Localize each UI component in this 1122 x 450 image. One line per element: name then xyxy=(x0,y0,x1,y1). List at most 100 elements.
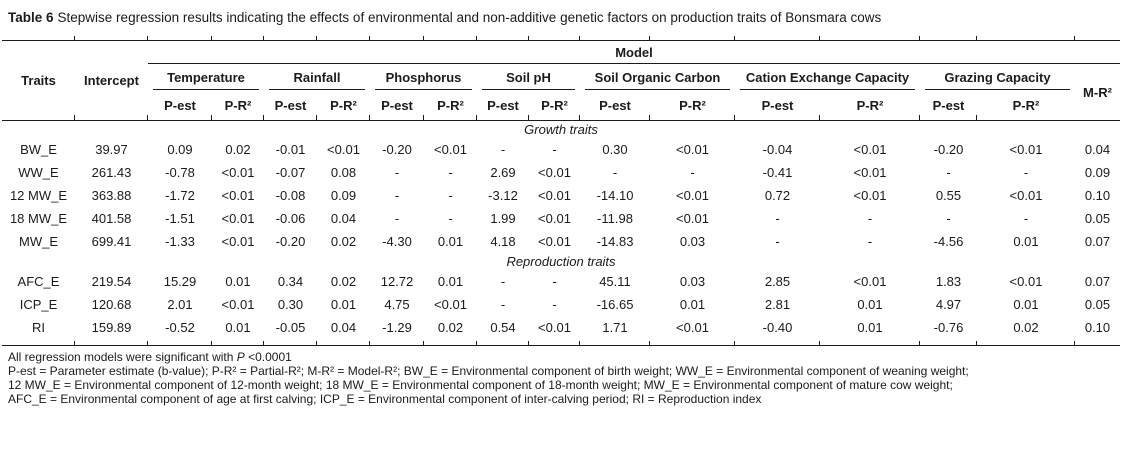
value-cell: -14.10 xyxy=(596,188,634,203)
value-cell: - xyxy=(946,165,951,180)
col-group-cation-exchange-capacity: Cation Exchange Capacity xyxy=(735,63,920,90)
value-cell: 0.01 xyxy=(225,274,251,289)
value-cell: <0.01 xyxy=(853,142,887,157)
value-cell: 0.02 xyxy=(330,274,357,289)
rule-tick xyxy=(920,36,977,41)
trait-cell: RI xyxy=(32,320,45,335)
value-cell: - xyxy=(552,274,557,289)
value-cell: - xyxy=(394,211,400,226)
intercept-cell: 261.43 xyxy=(91,165,132,180)
col-subheader-p-r2: P-R² xyxy=(529,90,580,121)
value-cell: 0.03 xyxy=(679,234,706,249)
rule-tick xyxy=(212,339,264,346)
value-cell: <0.01 xyxy=(221,297,255,312)
table-row: RI 159.89 -0.52 0.01 -0.05 0.04 -1.29 0.02 0.54 <… xyxy=(2,316,1120,339)
value-cell: <0.01 xyxy=(434,297,467,312)
value-cell: -0.20 xyxy=(275,234,306,249)
value-cell: 2.01 xyxy=(167,297,193,312)
intercept-cell: 120.68 xyxy=(91,297,132,312)
col-group-grazing-capacity: Grazing Capacity xyxy=(920,63,1075,90)
value-cell: - xyxy=(500,297,506,312)
section-label: Growth traits xyxy=(524,122,598,137)
value-cell: - xyxy=(448,188,453,203)
rule-tick xyxy=(735,339,820,346)
value-cell: <0.01 xyxy=(1009,142,1043,157)
rule-tick xyxy=(148,339,212,346)
value-cell: 0.30 xyxy=(277,297,304,312)
trait-cell: AFC_E xyxy=(17,274,60,289)
col-group-phosphorus: Phosphorus xyxy=(370,63,477,90)
value-cell: - xyxy=(394,188,400,203)
col-subheader-p-r2: P-R² xyxy=(317,90,370,121)
rule-tick xyxy=(370,339,424,346)
value-cell: 1.83 xyxy=(935,274,962,289)
table-footnotes: All regression models were significant w… xyxy=(8,350,1114,406)
value-cell: - xyxy=(500,274,506,289)
value-cell: 0.72 xyxy=(764,188,791,203)
col-header-traits: Traits xyxy=(2,40,75,121)
rule-tick xyxy=(264,36,317,41)
intercept-cell: 401.58 xyxy=(91,211,132,226)
col-subheader-p-est: P-est xyxy=(148,90,212,121)
value-cell: 0.01 xyxy=(1013,234,1039,249)
trait-cell: BW_E xyxy=(20,142,57,157)
value-cell: -0.04 xyxy=(762,142,793,157)
value-cell: <0.01 xyxy=(434,142,467,157)
value-cell: 0.09 xyxy=(330,188,357,203)
col-group-soil-ph: Soil pH xyxy=(477,63,580,90)
rule-tick xyxy=(212,36,264,41)
col-subheader-p-est: P-est xyxy=(580,90,650,121)
value-cell: 0.04 xyxy=(330,320,357,335)
trait-cell: ICP_E xyxy=(19,297,58,312)
col-header-model-r2: M-R² xyxy=(1075,63,1120,121)
value-cell: 0.02 xyxy=(1013,320,1039,335)
rule-tick xyxy=(424,36,477,41)
value-cell: -4.30 xyxy=(382,234,412,249)
table-caption: Table 6 Stepwise regression results indic… xyxy=(0,0,1122,36)
rule-tick xyxy=(920,339,977,346)
value-cell: - xyxy=(448,165,453,180)
rule-tick xyxy=(370,36,424,41)
value-cell: 15.29 xyxy=(163,274,197,289)
footnote-abbreviations-1: P-est = Parameter estimate (b-value); P-… xyxy=(8,364,969,378)
value-cell: 0.01 xyxy=(1013,297,1039,312)
trait-cell: 18 MW_E xyxy=(9,211,68,226)
rule-tick xyxy=(477,36,529,41)
table-caption-text: Stepwise regression results indicating t… xyxy=(57,10,882,25)
rule-tick xyxy=(1075,339,1120,346)
col-subheader-p-r2: P-R² xyxy=(977,90,1075,121)
value-cell: -0.41 xyxy=(762,165,793,180)
value-cell: <0.01 xyxy=(221,234,255,249)
rule-tick xyxy=(477,339,529,346)
model-r2-cell: 0.10 xyxy=(1084,320,1111,335)
rule-tick xyxy=(424,339,477,346)
bottom-rule-tick-row xyxy=(2,339,1120,346)
rule-tick xyxy=(264,339,317,346)
value-cell: 0.02 xyxy=(225,142,251,157)
value-cell: -0.76 xyxy=(933,320,964,335)
value-cell: <0.01 xyxy=(327,142,360,157)
value-cell: 0.01 xyxy=(330,297,357,312)
col-subheader-p-r2: P-R² xyxy=(820,90,920,121)
value-cell: <0.01 xyxy=(676,188,709,203)
col-header-model: Model xyxy=(148,40,1120,64)
value-cell: 0.30 xyxy=(602,142,628,157)
rule-tick xyxy=(735,36,820,41)
value-cell: -11.98 xyxy=(597,211,633,226)
model-r2-cell: 0.09 xyxy=(1084,165,1111,180)
value-cell: -16.65 xyxy=(596,297,634,312)
model-r2-cell: 0.04 xyxy=(1084,142,1111,157)
model-r2-cell: 0.10 xyxy=(1084,188,1111,203)
value-cell: <0.01 xyxy=(1009,188,1043,203)
col-group-rainfall: Rainfall xyxy=(264,63,370,90)
value-cell: 0.04 xyxy=(330,211,357,226)
value-cell: -0.08 xyxy=(275,188,306,203)
value-cell: -1.29 xyxy=(382,320,412,335)
rule-tick xyxy=(820,36,920,41)
value-cell: <0.01 xyxy=(1009,274,1043,289)
footnote-significance-suffix: <0.0001 xyxy=(244,350,292,364)
value-cell: 2.69 xyxy=(490,165,516,180)
table-row: BW_E 39.97 0.09 0.02 -0.01 <0.01 -0.20 <0.01- -0… xyxy=(2,138,1120,161)
col-subheader-p-r2: P-R² xyxy=(212,90,264,121)
